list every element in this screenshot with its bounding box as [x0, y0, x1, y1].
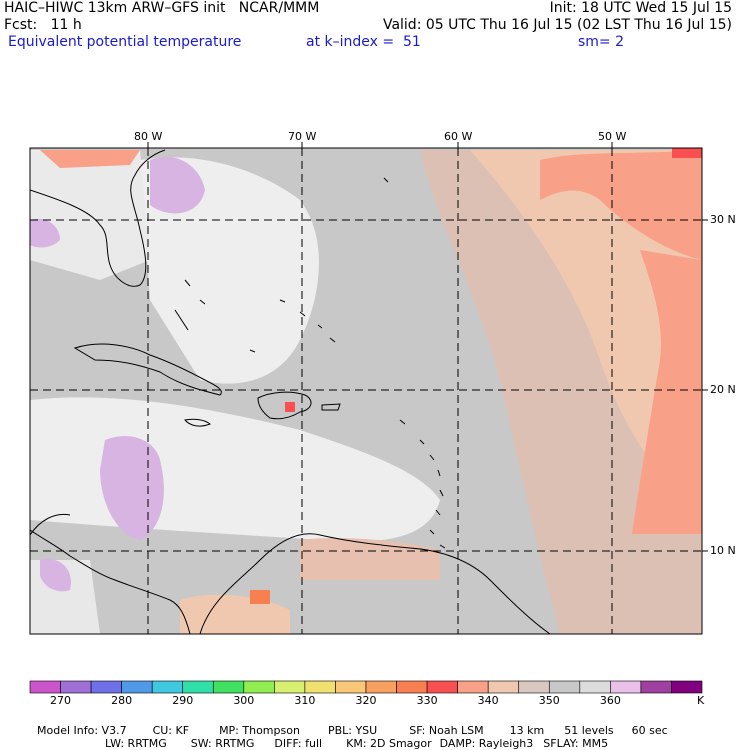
- peach-patch-colombia: [180, 594, 290, 634]
- colorbar-swatch-2: [90, 680, 122, 694]
- colorbar-label-300: 300: [233, 694, 255, 707]
- level-index: at k–index = 51: [306, 34, 421, 50]
- trinidad-coast: [439, 544, 446, 549]
- salmon-region-north: [540, 150, 702, 260]
- colorbar-swatch-11: [365, 680, 397, 694]
- colorbar-label-340: 340: [477, 694, 499, 707]
- colorbar-swatch-13: [426, 680, 458, 694]
- colorbar-label-320: 320: [355, 694, 377, 707]
- lon-label-80w: 80 W: [134, 130, 163, 143]
- colorbar-swatch-10: [335, 680, 367, 694]
- colorbar-label-350: 350: [538, 694, 560, 707]
- colorbar-swatch-6: [212, 680, 245, 694]
- jamaica-coast: [184, 418, 211, 427]
- yucatan-coast: [30, 513, 71, 536]
- colorbar-swatch-9: [304, 680, 336, 694]
- colorbar-swatch-4: [151, 680, 184, 694]
- footer-res: 13 km: [509, 724, 545, 737]
- colorbar-swatch-15: [487, 680, 520, 694]
- footer-pbl: PBL: YSU: [327, 724, 378, 737]
- colorbar-swatch-21: [671, 680, 703, 694]
- footer-line-1: Model Info: V3.7 CU: KF MP: Thompson PBL: Y…: [30, 711, 668, 737]
- colorbar-swatch-20: [640, 680, 672, 694]
- colorbar-label-290: 290: [172, 694, 194, 707]
- forecast-hour: Fcst: 11 h: [4, 17, 82, 33]
- florida-coast: [30, 149, 166, 287]
- hispaniola-coast: [257, 391, 312, 420]
- footer-timestep: 60 sec: [631, 724, 668, 737]
- south-america-coast: [199, 533, 551, 634]
- red-patch-hispaniola: [285, 402, 295, 412]
- coastlines: [30, 149, 551, 634]
- colorbar-swatch-17: [548, 680, 581, 694]
- bahamas-coast: [174, 279, 336, 353]
- footer-levels: 51 levels: [564, 724, 614, 737]
- colorbar-label-310: 310: [294, 694, 316, 707]
- puerto-rico-coast: [321, 403, 341, 411]
- salmon-patch-usa: [40, 150, 140, 168]
- peach-patch-venezuela: [300, 538, 440, 580]
- colorbar-label-360: 360: [599, 694, 621, 707]
- light-region-bahamas: [140, 157, 319, 384]
- colorbar-swatch-14: [457, 680, 489, 694]
- map-frame: [29, 147, 703, 635]
- lat-label-10n: 10 N: [710, 544, 736, 557]
- colorbar-swatch-18: [579, 680, 611, 694]
- lon-label-60w: 60 W: [444, 130, 473, 143]
- footer-sflay: SFLAY: MM5: [543, 737, 609, 750]
- lat-label-30n: 30 N: [710, 213, 736, 226]
- field-name: Equivalent potential temperature: [8, 34, 242, 50]
- lon-label-70w: 70 W: [288, 130, 317, 143]
- lavender-patch-pacific: [40, 559, 71, 592]
- colorbar-unit: K: [697, 694, 705, 707]
- cuba-coast: [73, 343, 222, 396]
- central-america-coast: [30, 529, 191, 634]
- colorbar-swatch-3: [121, 680, 153, 694]
- bermuda-coast: [383, 177, 389, 183]
- colorbar-swatch-8: [274, 680, 306, 694]
- lavender-patch-west: [30, 218, 60, 248]
- smoothing: sm= 2: [578, 34, 625, 50]
- footer-km: KM: 2D Smagor: [346, 737, 432, 750]
- footer-mp: MP: Thompson: [219, 724, 300, 737]
- footer-diff: DIFF: full: [274, 737, 323, 750]
- lon-label-50w: 50 W: [598, 130, 627, 143]
- top-ticks: [147, 142, 708, 552]
- footer-cu: CU: KF: [152, 724, 190, 737]
- plot-title: HAIC–HIWC 13km ARW–GFS init NCAR/MMM: [4, 0, 320, 16]
- colorbar: [29, 680, 703, 694]
- colorbar-swatch-12: [396, 680, 428, 694]
- valid-time: Valid: 05 UTC Thu 16 Jul 15 (02 LST Thu …: [382, 17, 732, 33]
- lesser-antilles-coast: [399, 419, 444, 535]
- peach-region-atlantic: [470, 150, 702, 520]
- colorbar-label-270: 270: [50, 694, 72, 707]
- footer-damp: DAMP: Rayleigh3: [439, 737, 534, 750]
- footer-lw: LW: RRTMG: [105, 737, 167, 750]
- lavender-patch-gulf: [150, 156, 205, 214]
- red-corner: [672, 148, 702, 158]
- colorbar-swatch-16: [518, 680, 550, 694]
- colorbar-swatch-5: [182, 680, 214, 694]
- colorbar-swatch-1: [60, 680, 92, 694]
- footer-model-info: Model Info: V3.7: [37, 724, 127, 737]
- footer-sf: SF: Noah LSM: [409, 724, 484, 737]
- init-time: Init: 18 UTC Wed 15 Jul 15: [549, 0, 732, 16]
- lat-label-20n: 20 N: [710, 383, 736, 396]
- colorbar-swatch-7: [243, 680, 275, 694]
- footer-line-2: LW: RRTMG SW: RRTMG DIFF: full KM: 2D Smago…: [98, 724, 608, 750]
- colorbar-label-330: 330: [416, 694, 438, 707]
- colorbar-label-280: 280: [111, 694, 133, 707]
- orange-patch-andes: [250, 590, 270, 604]
- colorbar-swatch-19: [610, 680, 642, 694]
- graticule: [30, 148, 702, 634]
- salmon-region-east: [632, 250, 702, 534]
- field-shading: [30, 148, 702, 634]
- footer-sw: SW: RRTMG: [190, 737, 255, 750]
- colorbar-swatch-0: [29, 680, 61, 694]
